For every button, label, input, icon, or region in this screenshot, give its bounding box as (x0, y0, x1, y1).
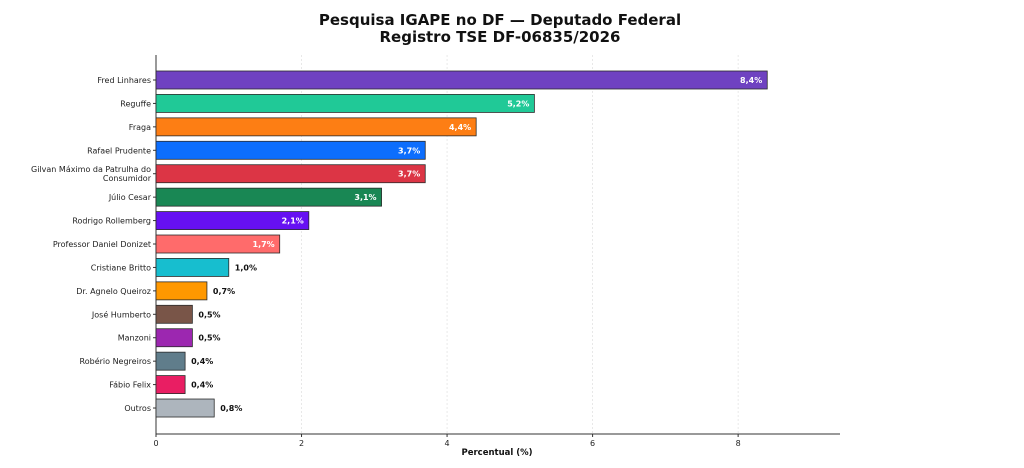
data-label: 1,7% (253, 240, 275, 249)
category-label: Consumidor (103, 174, 152, 183)
data-label: 1,0% (235, 263, 257, 272)
category-label: Manzoni (118, 334, 151, 343)
bar (155, 140, 426, 160)
bar (155, 164, 426, 184)
bar (155, 281, 208, 301)
data-label: 0,5% (198, 334, 220, 343)
data-label: 3,1% (354, 193, 376, 202)
x-tick-label: 6 (590, 439, 595, 448)
category-label: Dr. Agnelo Queiroz (76, 287, 151, 296)
x-tick-label: 0 (153, 439, 158, 448)
data-label: 2,1% (282, 217, 304, 226)
chart-subtitle: Registro TSE DF-06835/2026 (379, 28, 621, 46)
category-label: Fábio Felix (109, 381, 151, 390)
category-label: Outros (124, 404, 151, 413)
data-label: 0,8% (220, 404, 242, 413)
category-label: Rodrigo Rollemberg (72, 217, 151, 226)
category-label: Gilvan Máximo da Patrulha do (31, 165, 151, 174)
category-label: Professor Daniel Donizet (53, 240, 151, 249)
category-label: Fraga (129, 123, 151, 132)
category-label: José Humberto (91, 309, 151, 319)
category-label: Rafael Prudente (87, 146, 151, 155)
data-label: 0,7% (213, 287, 235, 296)
data-label: 5,2% (507, 99, 529, 108)
category-label: Cristiane Britto (91, 263, 151, 272)
chart-title: Pesquisa IGAPE no DF — Deputado Federal (318, 11, 682, 29)
category-label: Júlio Cesar (108, 193, 152, 202)
data-label: 8,4% (740, 76, 762, 85)
bar (155, 94, 535, 113)
x-tick-label: 8 (736, 439, 741, 448)
category-label: Reguffe (120, 99, 151, 108)
x-tick-label: 4 (445, 439, 450, 448)
bar (155, 258, 230, 277)
bar (155, 351, 186, 371)
bar (155, 328, 193, 348)
data-label: 3,7% (398, 146, 420, 155)
bar (155, 117, 477, 137)
bar (155, 70, 768, 90)
data-label: 3,7% (398, 170, 420, 179)
x-axis-label: Percentual (%) (461, 448, 532, 458)
data-label: 0,4% (191, 357, 213, 366)
bar (155, 187, 382, 207)
data-label: 0,4% (191, 381, 213, 390)
data-label: 4,4% (449, 123, 471, 132)
x-tick-label: 2 (299, 439, 304, 448)
data-label: 0,5% (198, 310, 220, 319)
bar (155, 304, 193, 324)
category-label: Fred Linhares (97, 76, 151, 85)
bar (155, 398, 215, 418)
category-label: Robério Negreiros (80, 356, 151, 366)
bar (155, 375, 186, 394)
